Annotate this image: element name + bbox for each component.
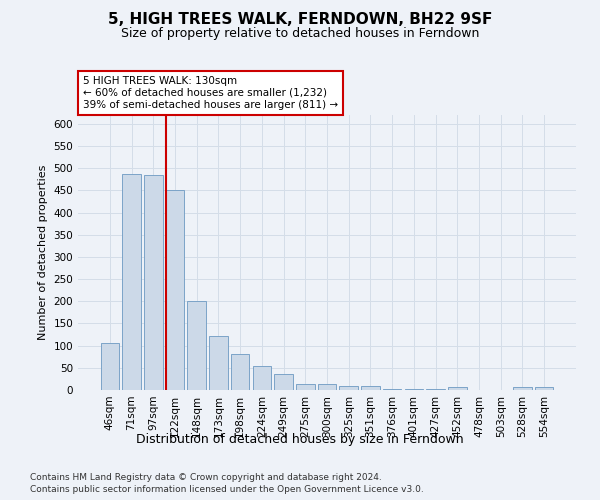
Bar bbox=[318, 384, 336, 390]
Bar bbox=[101, 344, 119, 390]
Bar bbox=[513, 388, 532, 390]
Text: Contains public sector information licensed under the Open Government Licence v3: Contains public sector information licen… bbox=[30, 485, 424, 494]
Bar bbox=[253, 366, 271, 390]
Text: Contains HM Land Registry data © Crown copyright and database right 2024.: Contains HM Land Registry data © Crown c… bbox=[30, 472, 382, 482]
Y-axis label: Number of detached properties: Number of detached properties bbox=[38, 165, 48, 340]
Text: Size of property relative to detached houses in Ferndown: Size of property relative to detached ho… bbox=[121, 28, 479, 40]
Text: 5, HIGH TREES WALK, FERNDOWN, BH22 9SF: 5, HIGH TREES WALK, FERNDOWN, BH22 9SF bbox=[108, 12, 492, 28]
Bar bbox=[296, 384, 314, 390]
Bar bbox=[361, 386, 380, 390]
Bar bbox=[427, 389, 445, 390]
Bar bbox=[274, 374, 293, 390]
Bar bbox=[340, 386, 358, 390]
Bar bbox=[187, 301, 206, 390]
Bar bbox=[144, 176, 163, 390]
Bar bbox=[231, 354, 250, 390]
Text: Distribution of detached houses by size in Ferndown: Distribution of detached houses by size … bbox=[136, 432, 464, 446]
Bar bbox=[404, 389, 423, 390]
Bar bbox=[209, 336, 227, 390]
Text: 5 HIGH TREES WALK: 130sqm
← 60% of detached houses are smaller (1,232)
39% of se: 5 HIGH TREES WALK: 130sqm ← 60% of detac… bbox=[83, 76, 338, 110]
Bar bbox=[122, 174, 141, 390]
Bar bbox=[166, 190, 184, 390]
Bar bbox=[383, 388, 401, 390]
Bar bbox=[448, 387, 467, 390]
Bar bbox=[535, 388, 553, 390]
